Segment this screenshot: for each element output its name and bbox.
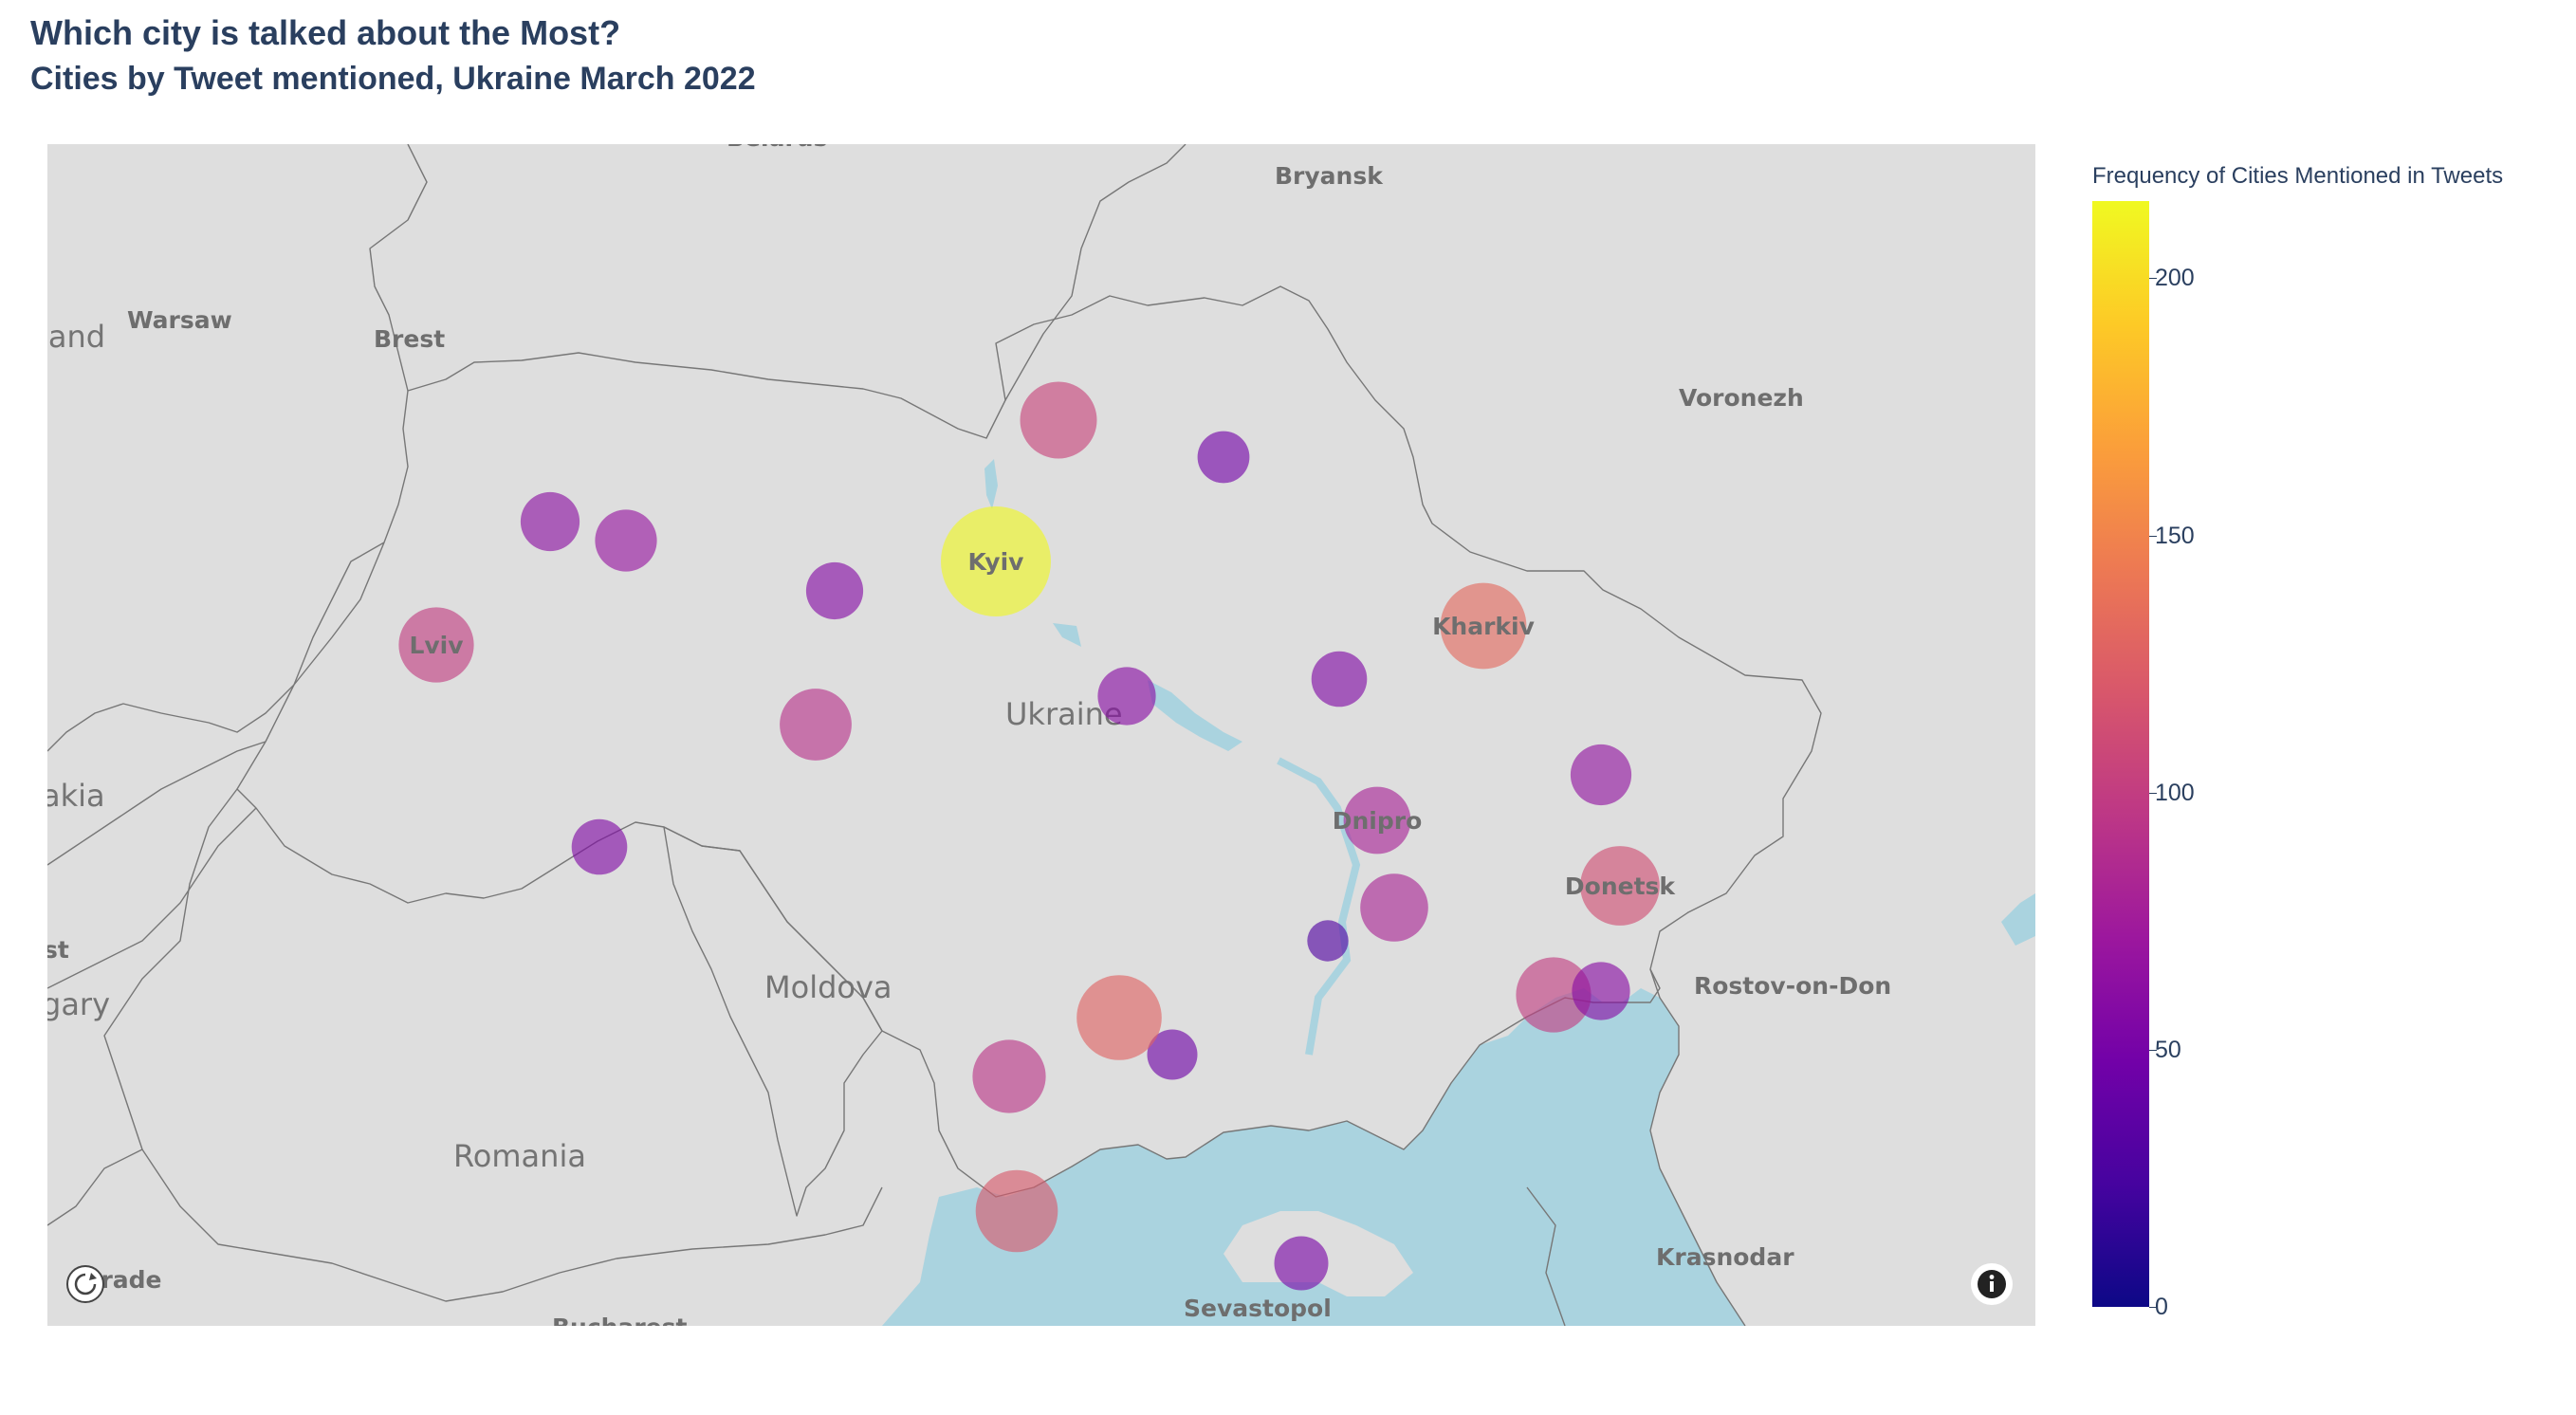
city-markers[interactable]: Kyiv Lviv Kharkiv Dnipro Donetsk: [398, 381, 1677, 1291]
compass-icon: [74, 1273, 97, 1296]
city-marker-18[interactable]: [1076, 975, 1162, 1060]
info-button[interactable]: [1971, 1263, 2013, 1305]
country-label-slovakia: akia: [47, 778, 105, 814]
colorbar-tick-label: 150: [2155, 522, 2195, 549]
country-label-hungary: gary: [47, 986, 110, 1022]
city-label-budapest: st: [47, 936, 69, 964]
city-marker-2[interactable]: [1197, 431, 1250, 484]
black-sea: [882, 988, 1745, 1326]
poland-border: [47, 542, 385, 752]
city-marker-kharkiv[interactable]: [1440, 582, 1527, 670]
compass-reset-button[interactable]: [66, 1265, 104, 1303]
city-label-bryansk: Bryansk: [1275, 162, 1384, 190]
colorbar-title: Frequency of Cities Mentioned in Tweets: [2092, 163, 2504, 189]
land-area: [47, 144, 2035, 1326]
city-marker-kyiv[interactable]: [941, 506, 1051, 616]
colorbar: Frequency of Cities Mentioned in Tweets …: [2068, 152, 2561, 1337]
city-marker-1[interactable]: [1020, 381, 1097, 459]
city-marker-19[interactable]: [972, 1039, 1046, 1113]
colorbar-gradient: [2092, 201, 2149, 1307]
city-marker-10[interactable]: [1097, 667, 1156, 726]
marker-label-kharkiv: Kharkiv: [1432, 613, 1535, 640]
serbia-border: [47, 1149, 143, 1226]
city-marker-3[interactable]: [520, 491, 580, 552]
city-marker-dnipro[interactable]: [1343, 786, 1411, 855]
city-marker-7[interactable]: [780, 689, 852, 761]
marker-label-kyiv: Kyiv: [968, 548, 1024, 576]
city-marker-17[interactable]: [1147, 1029, 1198, 1080]
colorbar-tick-mark: [2149, 1049, 2157, 1051]
map-canvas[interactable]: Ukraine Moldova Romania land akia gary s…: [47, 144, 2035, 1326]
country-label-romania: Romania: [453, 1138, 586, 1174]
city-marker-lviv[interactable]: [398, 607, 474, 683]
city-marker-9[interactable]: [1311, 651, 1368, 708]
marker-label-dnipro: Dnipro: [1333, 807, 1423, 835]
colorbar-tick-mark: [2149, 1307, 2157, 1308]
marker-label-lviv: Lviv: [409, 632, 463, 659]
country-label-moldova: Moldova: [764, 969, 892, 1005]
city-marker-12[interactable]: [1570, 744, 1632, 806]
chart-subtitle: Cities by Tweet mentioned, Ukraine March…: [30, 61, 756, 97]
city-label-bucharest: Bucharest: [552, 1314, 688, 1326]
city-marker-20[interactable]: [1516, 957, 1592, 1033]
dnipro-river: [1277, 757, 1361, 1056]
city-marker-5[interactable]: [805, 561, 864, 620]
kyiv-reservoir: [984, 459, 998, 509]
city-label-sevastopol: Sevastopol: [1184, 1295, 1332, 1322]
colorbar-tick-label: 0: [2155, 1294, 2168, 1320]
colorbar-tick-label: 50: [2155, 1036, 2181, 1063]
colorbar-tick-label: 100: [2155, 779, 2195, 806]
city-label-krasnodar: Krasnodar: [1656, 1243, 1794, 1271]
slovakia-border: [47, 741, 267, 866]
city-marker-donetsk[interactable]: [1580, 846, 1660, 926]
city-label-brest: Brest: [374, 325, 445, 353]
colorbar-tick-mark: [2149, 792, 2157, 794]
city-marker-21[interactable]: [1572, 962, 1630, 1020]
map-panel[interactable]: Ukraine Moldova Romania land akia gary s…: [47, 144, 2035, 1326]
city-marker-4[interactable]: [595, 509, 657, 572]
colorbar-tick-mark: [2149, 535, 2157, 537]
kakhovka-reservoir: [1148, 680, 1242, 751]
city-marker-14[interactable]: [1360, 873, 1428, 942]
marker-label-donetsk: Donetsk: [1565, 873, 1677, 900]
russia-border-east: [1649, 968, 1746, 1326]
kerch-line: [1526, 1186, 1566, 1326]
country-label-poland: land: [47, 319, 105, 355]
colorbar-tick-mark: [2149, 278, 2157, 280]
dnipro-small: [1053, 623, 1081, 647]
hungary-border: [47, 807, 257, 989]
colorbar-tick-label: 200: [2155, 265, 2195, 292]
chart-title: Which city is talked about the Most?: [30, 13, 621, 52]
city-label-rostov: Rostov-on-Don: [1694, 972, 1891, 1000]
city-label-belarus: Belarus: [727, 144, 827, 152]
city-marker-8[interactable]: [571, 818, 628, 875]
city-label-voronezh: Voronezh: [1679, 384, 1804, 412]
city-marker-16[interactable]: [1307, 920, 1349, 962]
info-icon: [1978, 1270, 2006, 1298]
city-marker-23[interactable]: [975, 1169, 1058, 1253]
azov-east-inlet: [2001, 893, 2035, 946]
belarus-border-west: [369, 144, 428, 392]
romania-border: [103, 788, 883, 1302]
city-marker-22[interactable]: [1274, 1236, 1329, 1291]
moldova-border: [663, 826, 883, 1217]
city-label-warsaw: Warsaw: [127, 306, 232, 334]
russia-border-north: [1004, 144, 1187, 401]
